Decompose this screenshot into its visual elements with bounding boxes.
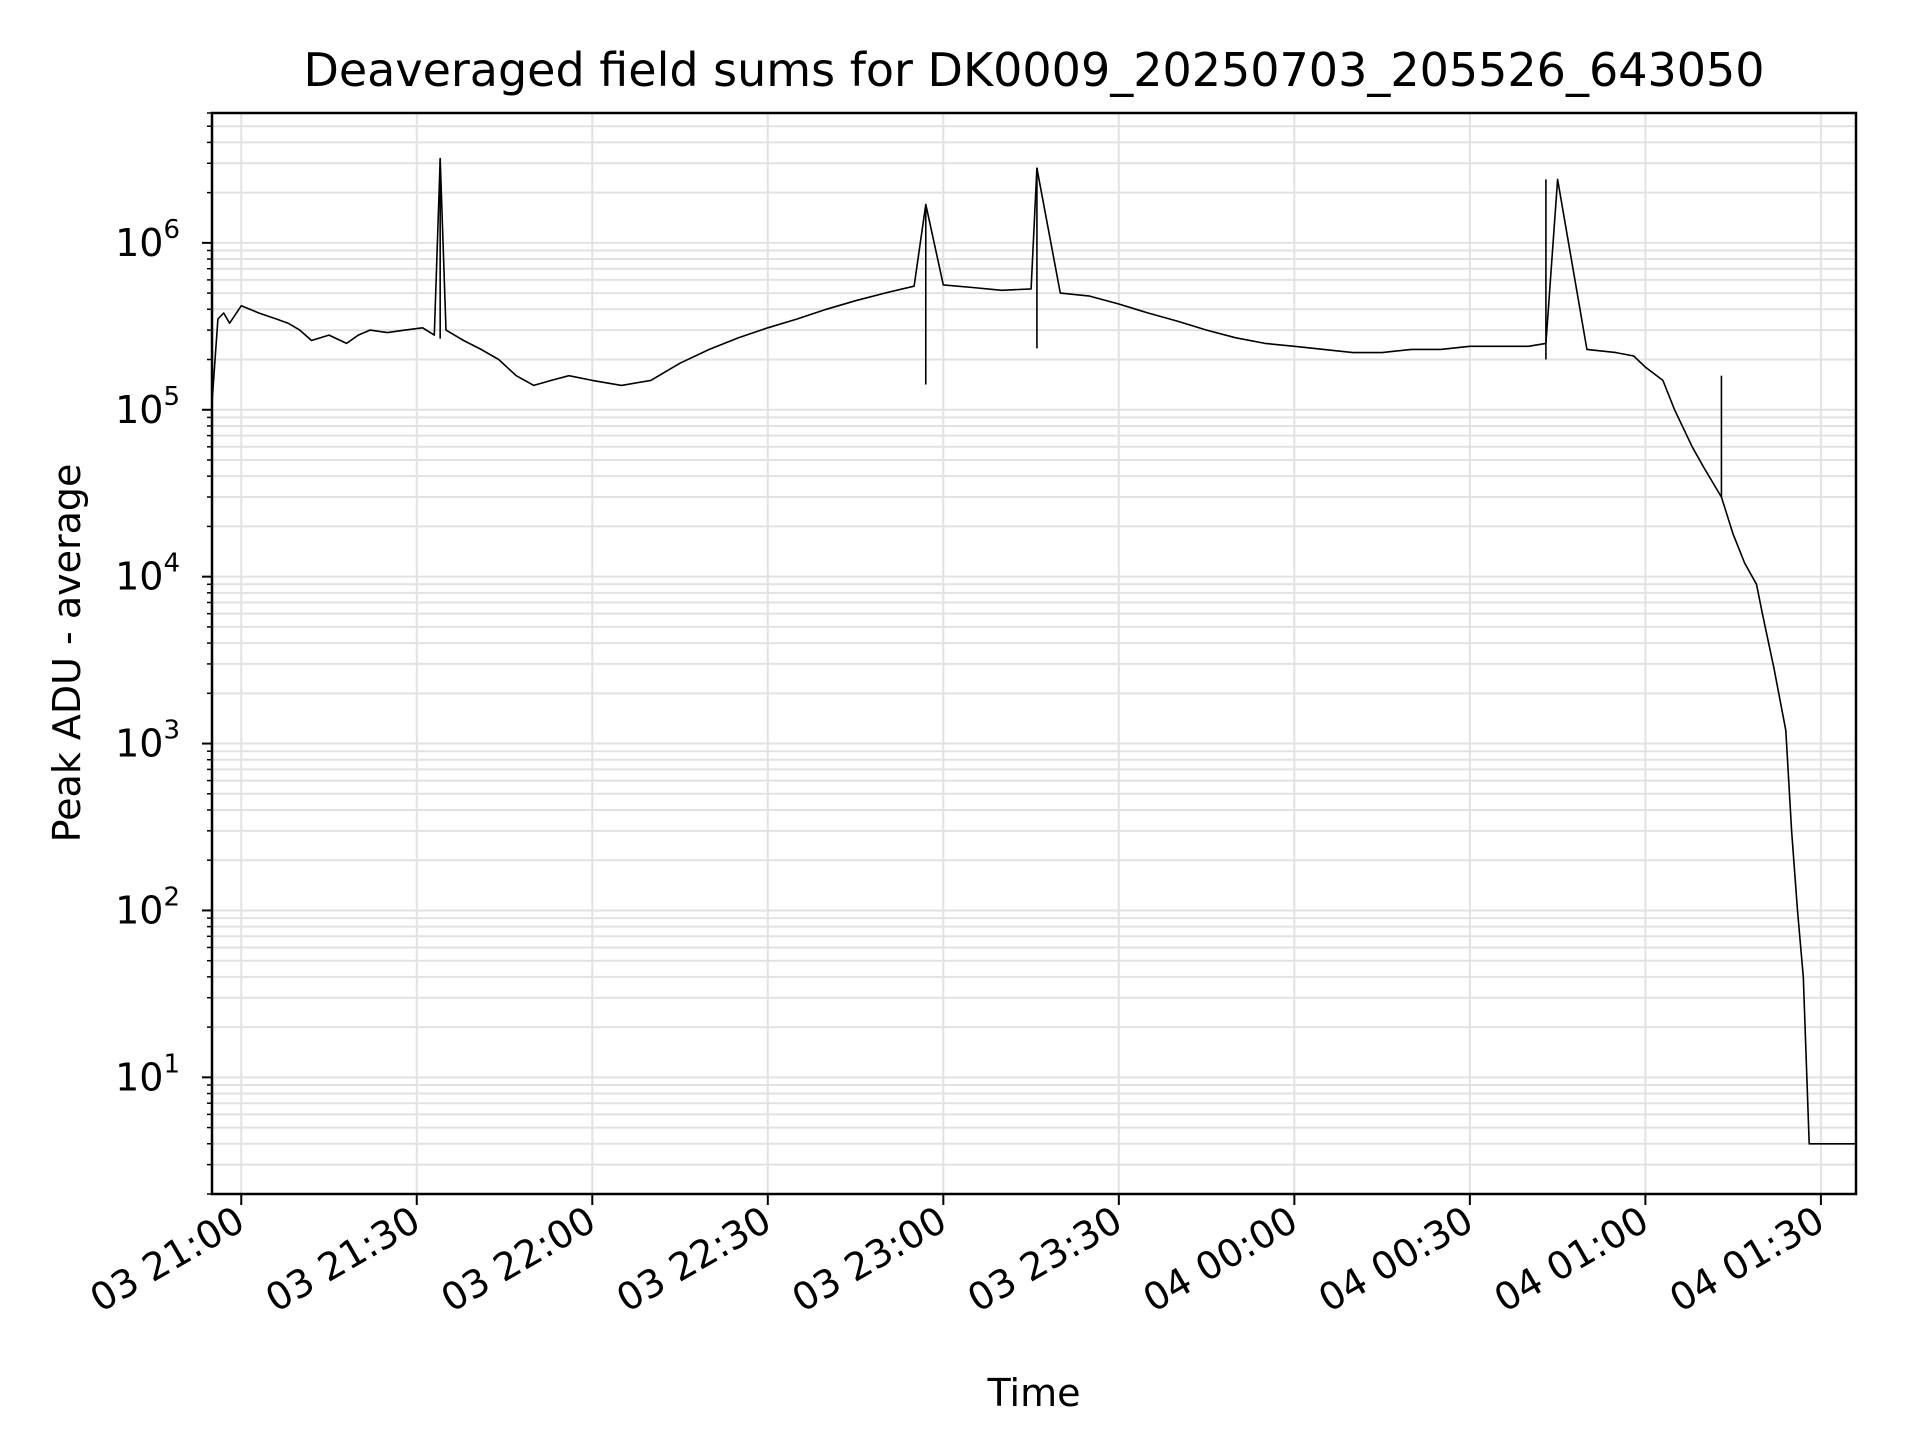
grid [212,112,1856,1195]
y-tick-label: 105 [115,382,180,432]
y-axis-label: Peak ADU - average [45,464,89,843]
y-tick-label-exponent: 6 [163,215,180,245]
y-tick-label-exponent: 4 [163,549,180,579]
y-tick-label-base: 10 [115,221,163,265]
y-tick-label-base: 10 [115,888,163,932]
y-tick-label: 104 [115,549,180,599]
y-tick-label-base: 10 [115,555,163,599]
y-tick-label: 101 [115,1049,180,1099]
y-tick-label-exponent: 2 [163,882,180,912]
y-tick-label: 103 [115,716,180,766]
y-tick-label-base: 10 [115,388,163,432]
y-tick-label: 102 [115,882,180,932]
y-tick-label-exponent: 1 [163,1049,180,1079]
y-tick-label-base: 10 [115,1055,163,1099]
series-layer [211,157,1856,1145]
y-tick-label-exponent: 3 [163,716,180,746]
x-axis-label: Time [987,1371,1081,1415]
y-tick-label-exponent: 5 [163,382,180,412]
series-line [211,157,1856,1145]
plot-frame [210,111,1858,1196]
chart-title: Deaveraged field sums for DK0009_2025070… [303,43,1764,97]
y-tick-label-base: 10 [115,722,163,766]
y-tick-label: 106 [115,215,180,265]
